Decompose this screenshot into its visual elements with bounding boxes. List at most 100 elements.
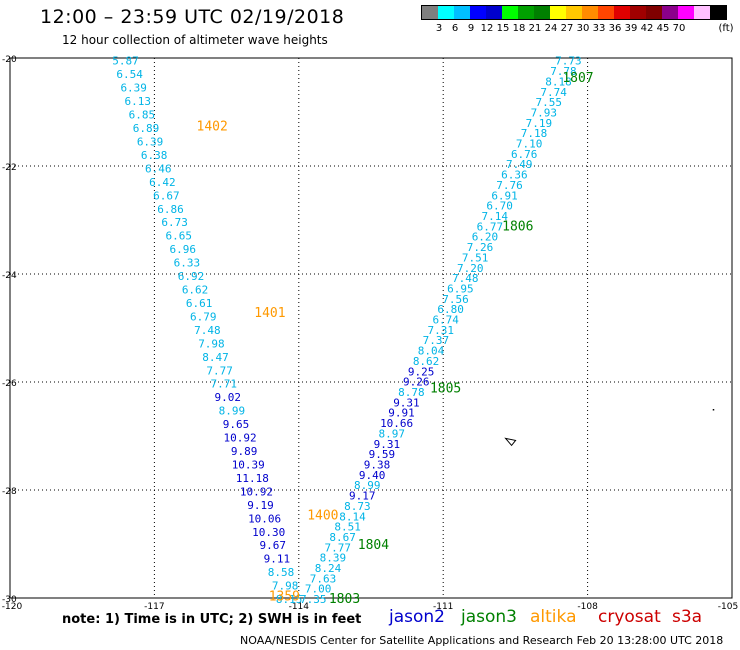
wave-height-value: 8.99 — [354, 479, 381, 492]
satellite-label-s3a: s3a — [672, 607, 703, 627]
wave-height-value: 7.71 — [210, 378, 237, 391]
legend-swatch — [550, 6, 567, 19]
wave-height-value: 8.47 — [202, 351, 229, 364]
wave-height-value: 7.31 — [428, 324, 455, 337]
wave-height-value: 6.38 — [141, 149, 168, 162]
legend-swatch — [582, 6, 599, 19]
wave-height-value: 6.91 — [491, 189, 518, 202]
wave-height-value: 7.26 — [467, 241, 494, 254]
legend-swatch — [502, 6, 519, 19]
wave-height-value: 9.40 — [359, 469, 386, 482]
pass-label: 1803 — [329, 592, 360, 607]
wave-height-value: 9.31 — [393, 396, 420, 409]
wave-height-value: 10.92 — [224, 432, 257, 445]
wave-height-value: 6.13 — [125, 95, 152, 108]
footer-credit: NOAA/NESDIS Center for Satellite Applica… — [240, 634, 724, 647]
wave-height-value: 8.73 — [344, 500, 371, 513]
wave-height-value: 7.19 — [526, 117, 553, 130]
wave-height-value: 7.48 — [452, 272, 479, 285]
wave-height-value: 6.92 — [178, 270, 205, 283]
wave-height-value: 6.39 — [137, 135, 164, 148]
lon-tick-label: -120 — [2, 602, 23, 612]
wave-height-value: 9.65 — [223, 418, 250, 431]
wave-height-value: 7.55 — [535, 96, 562, 109]
wave-height-value: 6.39 — [120, 82, 147, 95]
wave-height-value: 9.67 — [260, 539, 287, 552]
wave-height-value: 8.78 — [398, 386, 425, 399]
legend-swatch — [614, 6, 631, 19]
pass-label: 1805 — [430, 381, 461, 396]
legend-tick-label: 36 — [609, 23, 622, 34]
wave-height-value: 7.35 — [300, 593, 327, 606]
wave-height-value: 8.24 — [315, 562, 342, 575]
legend-tick-label: 21 — [529, 23, 542, 34]
easter-island-outline — [504, 437, 517, 447]
legend-tick-label: 70 — [673, 23, 686, 34]
legend-tick-label: 12 — [481, 23, 494, 34]
wave-height-value: 9.38 — [364, 458, 391, 471]
legend-tick-label: 15 — [497, 23, 510, 34]
wave-height-value: 7.18 — [521, 127, 548, 140]
wave-height-value: 6.70 — [486, 200, 513, 213]
wave-height-value: 6.96 — [170, 243, 197, 256]
lat-tick-label: -22 — [2, 163, 17, 173]
wave-height-value: 7.74 — [540, 86, 567, 99]
satellite-label-jason2: jason2 — [389, 607, 445, 627]
wave-height-value: 7.00 — [305, 583, 332, 596]
wave-height-value: 7.37 — [423, 334, 450, 347]
wave-height-value: 6.86 — [157, 203, 184, 216]
wave-height-value: 9.19 — [247, 499, 274, 512]
legend-unit: (ft) — [718, 23, 733, 34]
wave-height-value: 6.80 — [437, 303, 464, 316]
wave-height-value: 6.74 — [432, 314, 459, 327]
wave-height-value: 6.20 — [472, 231, 499, 244]
wave-height-value: 8.97 — [378, 427, 405, 440]
wave-height-value: 9.02 — [215, 391, 242, 404]
wave-height-value: 7.98 — [198, 337, 225, 350]
wave-height-value: 7.56 — [442, 293, 469, 306]
wave-height-value: 7.51 — [462, 251, 489, 264]
wave-height-value: 6.42 — [149, 176, 176, 189]
legend-swatch — [662, 6, 679, 19]
wave-height-value: 6.67 — [153, 189, 180, 202]
legend-swatch — [630, 6, 647, 19]
wave-height-value: 6.77 — [477, 220, 504, 233]
wave-height-value: 8.99 — [219, 405, 246, 418]
wave-height-value: 9.11 — [264, 553, 291, 566]
wave-height-value: 7.77 — [206, 364, 233, 377]
pass-label: 1804 — [358, 538, 389, 553]
wave-height-value: 6.46 — [145, 162, 172, 175]
wave-height-value: 8.67 — [329, 531, 356, 544]
wave-height-value: 10.06 — [248, 512, 281, 525]
wave-height-value: 7.48 — [194, 324, 221, 337]
wave-height-value: 6.33 — [174, 257, 201, 270]
lat-lon-grid — [9, 57, 733, 599]
legend-tick-label: 42 — [641, 23, 654, 34]
wave-height-value: 7.10 — [516, 138, 543, 151]
legend-swatch — [518, 6, 535, 19]
legend-swatch — [534, 6, 551, 19]
wave-height-value: 8.15 — [276, 593, 303, 606]
lat-tick-label: -20 — [2, 55, 17, 65]
legend-swatch — [422, 6, 439, 19]
wave-height-value: 7.76 — [496, 179, 523, 192]
lon-tick-label: -108 — [577, 602, 598, 612]
wave-height-value: 7.78 — [550, 65, 577, 78]
legend-swatch — [470, 6, 487, 19]
islands — [504, 409, 715, 447]
map-frame — [9, 57, 733, 599]
legend-tick-label: 45 — [657, 23, 670, 34]
pass-label: 1400 — [307, 508, 338, 523]
wave-height-value: 7.93 — [531, 106, 558, 119]
wave-height-value: 7.20 — [457, 262, 484, 275]
lat-tick-label: -26 — [2, 379, 17, 389]
legend-swatch — [694, 6, 711, 19]
wave-height-value: 7.14 — [482, 210, 509, 223]
wave-height-value: 6.36 — [501, 169, 528, 182]
wave-height-value: 7.73 — [555, 55, 582, 68]
color-legend: 3 6 9 12 15 18 21 24 27 30 33 36 39 42 45 70 (ft) — [421, 5, 734, 34]
legend-tick-label: 24 — [545, 23, 558, 34]
pass-label: 1402 — [197, 120, 228, 135]
